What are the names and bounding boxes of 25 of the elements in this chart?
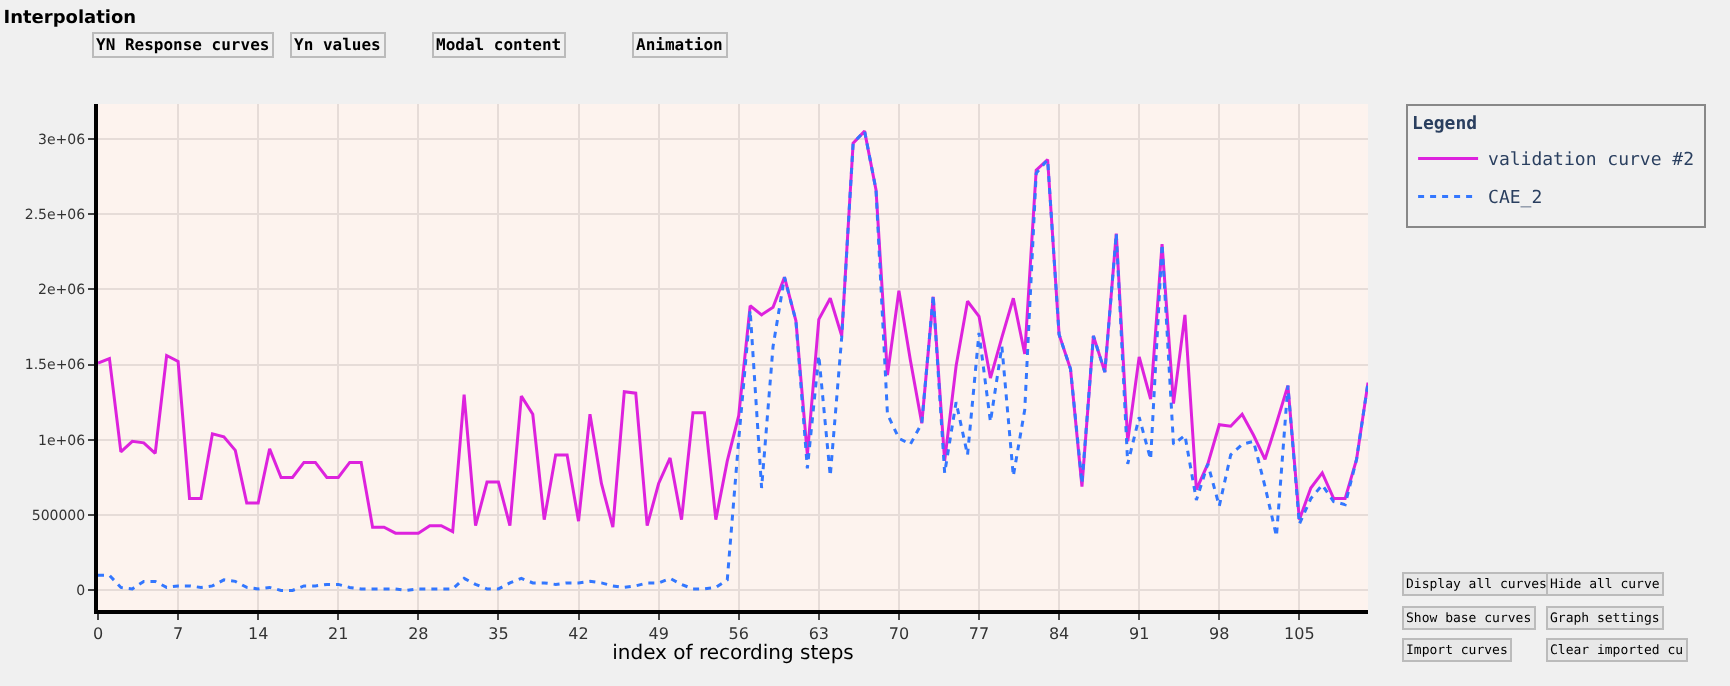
text: Yn values [294, 36, 382, 54]
x-tick-label: 98 [1209, 625, 1230, 644]
x-tick-label: 7 [173, 625, 184, 644]
x-tick-label: 84 [1048, 625, 1070, 644]
x-tick-label: 56 [728, 625, 749, 644]
x-tick-label: 49 [648, 625, 669, 644]
x-tick-label: 70 [888, 625, 910, 644]
x-tick-label: 0 [92, 625, 104, 644]
text: YN Response curves [96, 36, 270, 54]
x-tick-label: 35 [488, 625, 509, 644]
legend-title: Legend [1412, 115, 1478, 136]
x-tick-label: 91 [1128, 625, 1150, 644]
x-tick-label: 21 [328, 625, 349, 644]
legend-label: validation curve #2 [1488, 151, 1695, 172]
x-tick-label: 63 [808, 625, 830, 644]
x-tick-label: 14 [247, 625, 269, 644]
x-axis-title: index of recording steps [612, 643, 854, 666]
x-tick-label: 105 [1284, 625, 1315, 644]
x-tick-label: 28 [408, 625, 429, 644]
x-tick-label: 42 [568, 625, 589, 644]
text: Modal content [436, 36, 562, 54]
x-tick-label: 77 [968, 625, 990, 644]
chart-title: Interpolation [3, 8, 137, 29]
legend-label: CAE_2 [1488, 189, 1543, 210]
text: Animation [636, 36, 724, 54]
